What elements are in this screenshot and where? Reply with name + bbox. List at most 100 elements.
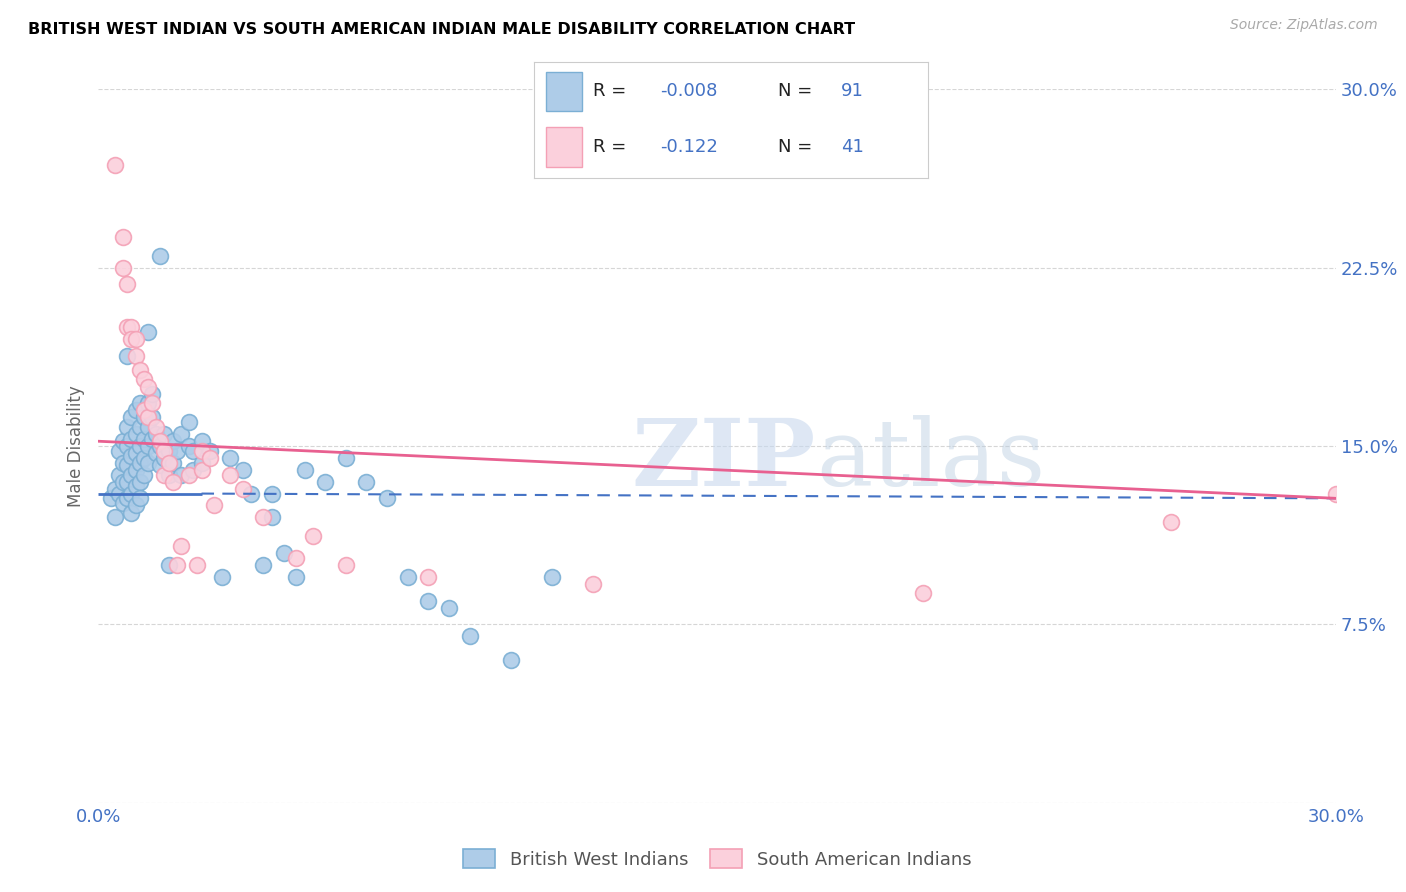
Point (117, 458, 139, 472)
Point (128, 456, 150, 470)
Point (145, 427, 167, 442)
Point (912, 586, 935, 600)
Point (335, 558, 357, 572)
Legend: British West Indians, South American Indians: British West Indians, South American Ind… (456, 842, 979, 876)
Point (145, 420, 167, 434)
Point (104, 510, 127, 524)
Point (499, 653, 522, 667)
Bar (546, 71, 582, 112)
Point (314, 475, 336, 489)
Point (252, 558, 274, 572)
Point (108, 443, 131, 458)
Point (162, 475, 184, 489)
Point (219, 450, 242, 465)
Point (198, 450, 221, 465)
Point (117, 420, 139, 434)
Point (136, 396, 159, 410)
Text: 91: 91 (841, 82, 865, 101)
Point (120, 410, 142, 425)
Point (153, 427, 176, 442)
Point (136, 420, 159, 434)
Point (153, 450, 176, 465)
Point (136, 325, 159, 339)
Point (1324, 486, 1347, 500)
Point (104, 158, 127, 172)
Point (108, 486, 131, 500)
Point (179, 467, 201, 482)
Point (285, 570, 308, 584)
Point (157, 443, 180, 458)
Text: -0.122: -0.122 (661, 138, 718, 156)
Point (162, 434, 184, 449)
Point (396, 570, 419, 584)
Point (128, 420, 150, 434)
Point (149, 249, 172, 263)
Point (149, 439, 172, 453)
Point (179, 439, 201, 453)
Text: ZIP: ZIP (631, 416, 815, 505)
Point (120, 467, 142, 482)
Point (232, 463, 254, 477)
Point (117, 439, 139, 453)
Point (128, 491, 150, 506)
Point (112, 456, 135, 470)
Point (356, 475, 378, 489)
Point (136, 456, 159, 470)
Point (117, 349, 139, 363)
Point (375, 491, 398, 506)
Point (124, 499, 146, 513)
Text: BRITISH WEST INDIAN VS SOUTH AMERICAN INDIAN MALE DISABILITY CORRELATION CHART: BRITISH WEST INDIAN VS SOUTH AMERICAN IN… (28, 22, 855, 37)
Point (198, 443, 221, 458)
Point (128, 363, 150, 377)
Point (136, 379, 159, 393)
Point (128, 475, 150, 489)
Point (132, 410, 155, 425)
Text: -0.008: -0.008 (661, 82, 717, 101)
Point (120, 506, 142, 520)
Point (541, 570, 564, 584)
Bar (546, 128, 582, 167)
Point (170, 467, 193, 482)
Point (132, 403, 155, 417)
Point (181, 443, 204, 458)
Point (124, 349, 146, 363)
Point (112, 434, 135, 449)
Point (166, 558, 188, 572)
Point (132, 467, 155, 482)
Point (157, 456, 180, 470)
Text: R =: R = (593, 82, 633, 101)
Point (136, 410, 159, 425)
Point (120, 320, 142, 334)
Point (302, 529, 325, 543)
Point (141, 396, 163, 410)
Point (120, 449, 142, 463)
Point (112, 496, 135, 510)
Point (120, 486, 142, 500)
Text: N =: N = (779, 82, 818, 101)
Point (108, 467, 131, 482)
Point (458, 629, 481, 643)
Point (117, 491, 139, 506)
Point (128, 396, 150, 410)
Point (232, 482, 254, 496)
Point (166, 443, 188, 458)
Point (132, 372, 155, 386)
Point (157, 467, 180, 482)
Y-axis label: Male Disability: Male Disability (67, 385, 86, 507)
Point (117, 277, 139, 292)
Point (437, 600, 460, 615)
Point (240, 486, 263, 500)
Point (100, 491, 122, 506)
Point (104, 482, 127, 496)
Point (211, 570, 233, 584)
Point (582, 577, 605, 591)
Point (124, 446, 146, 460)
Point (112, 475, 135, 489)
Point (120, 432, 142, 446)
Point (117, 475, 139, 489)
Point (181, 463, 204, 477)
Point (132, 450, 155, 465)
Point (149, 458, 172, 472)
Point (202, 499, 225, 513)
Point (112, 260, 135, 275)
